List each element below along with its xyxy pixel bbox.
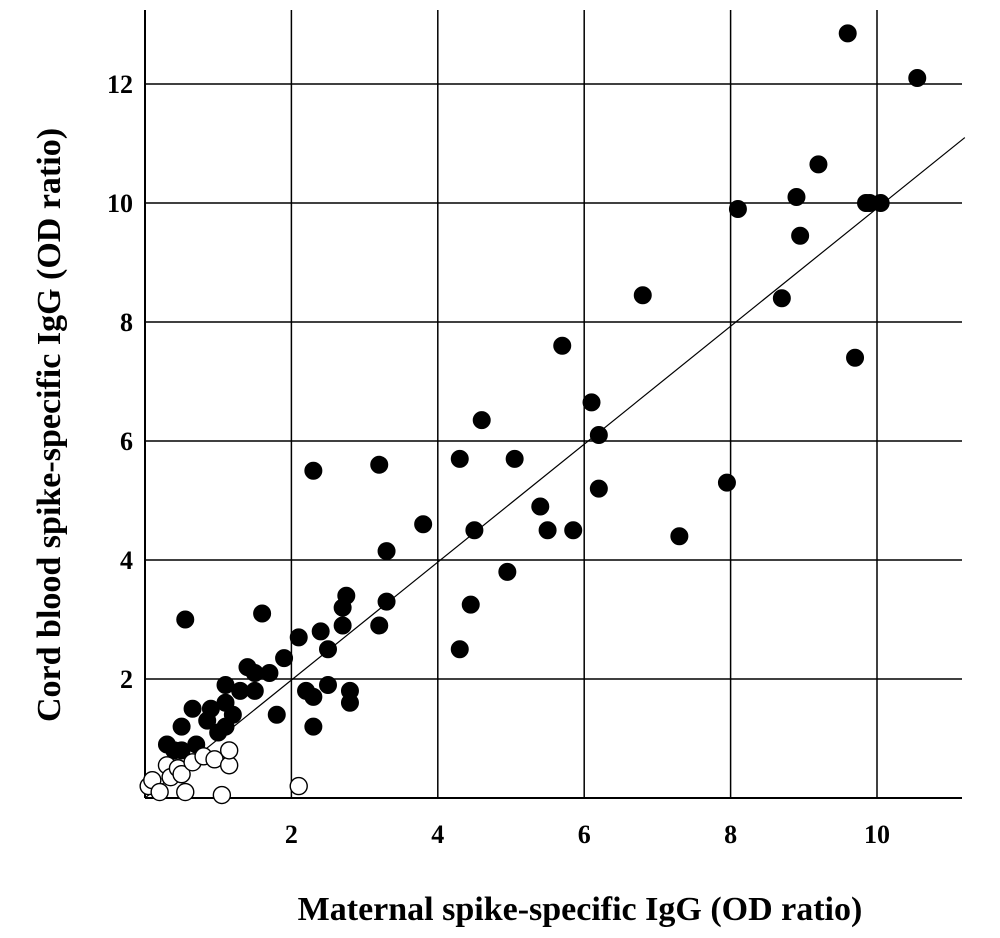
filled-point-17: [245, 681, 264, 700]
filled-point-66: [871, 194, 890, 212]
filled-point-26: [304, 687, 323, 706]
filled-point-39: [414, 515, 433, 534]
regression-line: [144, 137, 966, 799]
filled-point-56: [717, 473, 736, 492]
y-tick-label-2: 2: [120, 665, 133, 694]
filled-point-3: [176, 610, 195, 629]
filled-point-58: [772, 289, 791, 308]
x-tick-label-6: 6: [578, 820, 591, 849]
filled-point-37: [377, 542, 396, 561]
filled-point-59: [787, 188, 806, 207]
filled-point-53: [589, 479, 608, 498]
filled-point-24: [304, 461, 323, 480]
y-tick-label-12: 12: [107, 70, 133, 99]
filled-point-44: [472, 411, 491, 430]
filled-point-4: [172, 717, 191, 736]
y-tick-label-6: 6: [120, 427, 133, 456]
filled-point-54: [633, 286, 652, 305]
filled-point-27: [311, 622, 330, 641]
filled-point-47: [531, 497, 550, 516]
open-point-11: [212, 785, 232, 805]
axes: [144, 10, 962, 799]
filled-point-61: [809, 155, 828, 174]
filled-point-62: [838, 24, 857, 43]
open-point-14: [289, 776, 308, 796]
filled-point-41: [450, 640, 469, 659]
filled-point-67: [908, 69, 927, 88]
filled-point-38: [377, 592, 396, 611]
filled-point-29: [319, 675, 337, 694]
filled-point-55: [670, 527, 689, 546]
x-tick-label-10: 10: [864, 820, 890, 849]
x-tick-label-4: 4: [431, 820, 444, 849]
filled-point-46: [505, 449, 524, 468]
filled-point-51: [582, 393, 601, 412]
filled-point-32: [337, 586, 356, 605]
filled-point-50: [564, 521, 583, 540]
y-tick-label-8: 8: [120, 308, 133, 337]
x-tick-label-8: 8: [724, 820, 737, 849]
tick-labels: 2 4 6 8 10 2 4 6 8 10 12: [107, 70, 890, 849]
filled-point-18: [253, 604, 272, 623]
filled-point-52: [589, 426, 608, 445]
filled-point-34: [340, 681, 359, 700]
filled-point-60: [791, 226, 810, 245]
x-tick-label-2: 2: [285, 820, 298, 849]
filled-point-63: [846, 348, 865, 367]
filled-point-35: [370, 455, 389, 474]
filled-point-42: [461, 595, 480, 614]
filled-point-30: [333, 616, 352, 635]
y-tick-label-4: 4: [120, 546, 133, 575]
open-point-7: [176, 782, 195, 802]
filled-point-28: [319, 640, 337, 659]
x-axis-label: Maternal spike-specific IgG (OD ratio): [298, 891, 863, 928]
data-points: [139, 24, 927, 805]
filled-point-13: [223, 705, 242, 724]
filled-point-49: [553, 336, 572, 355]
filled-point-48: [538, 521, 557, 540]
filled-point-43: [465, 521, 484, 540]
open-point-2: [150, 782, 169, 802]
filled-point-25: [304, 717, 323, 736]
y-axis-label: Cord blood spike-specific IgG (OD ratio): [31, 128, 68, 722]
filled-point-21: [275, 649, 294, 668]
trendline: [144, 137, 966, 799]
filled-point-57: [728, 199, 747, 218]
filled-point-40: [450, 449, 469, 468]
filled-point-20: [267, 705, 286, 724]
filled-point-36: [370, 616, 389, 635]
filled-point-22: [289, 628, 308, 647]
open-point-6: [172, 765, 191, 784]
grid: [145, 10, 962, 798]
filled-point-19: [260, 664, 279, 683]
filled-point-45: [498, 562, 517, 581]
open-point-13: [219, 741, 239, 760]
y-tick-label-10: 10: [107, 189, 133, 218]
filled-point-5: [183, 699, 202, 718]
